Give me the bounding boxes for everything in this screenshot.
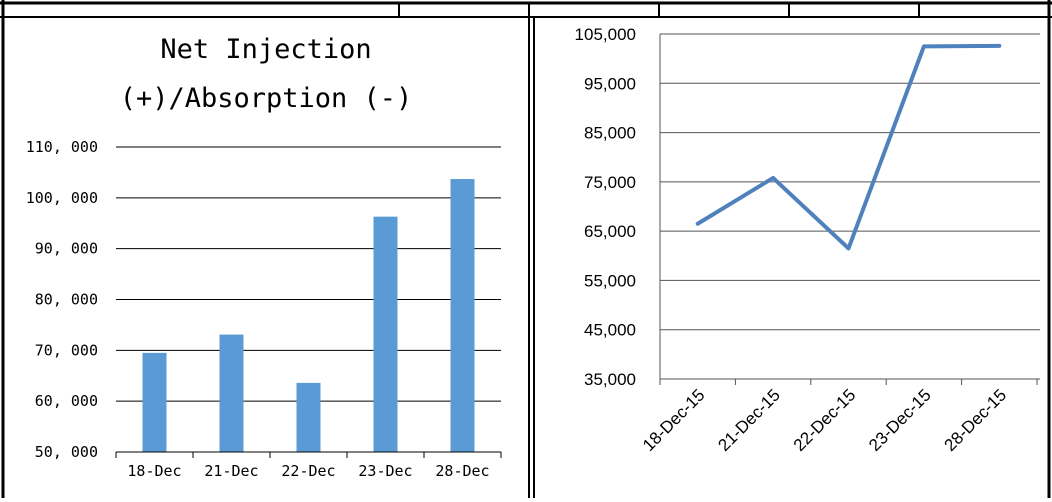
- bar-chart-title-line-1: Net Injection: [160, 34, 371, 65]
- line-x-tick-label: 28-Dec-15: [941, 385, 1011, 455]
- bar: [373, 216, 398, 452]
- line-x-tick-label: 18-Dec-15: [639, 385, 709, 455]
- bar-x-tick-label: 21-Dec: [204, 462, 258, 480]
- line-x-tick-label: 22-Dec-15: [790, 385, 860, 455]
- bar: [219, 334, 244, 452]
- line-series: [695, 43, 1002, 251]
- bar-x-tick-label: 28-Dec: [435, 462, 489, 480]
- bar-chart: 50, 000 60, 000 70, 000 80, 000 90, 000 100, …: [26, 138, 502, 480]
- line-y-tick-label: 45,000: [584, 321, 636, 340]
- bar-x-tick-label: 22-Dec: [281, 462, 335, 480]
- line-chart: 35,000 45,000 55,000 65,000 75,000 85,000 95,0…: [575, 25, 1040, 455]
- bar-x-tick-label: 18-Dec: [127, 462, 181, 480]
- line-y-tick-label: 105,000: [575, 25, 636, 44]
- bar-y-tick-label: 80, 000: [35, 291, 98, 309]
- bar: [296, 382, 321, 452]
- bar-y-tick-label: 100, 000: [26, 189, 98, 207]
- bar-y-tick-label: 50, 000: [35, 443, 98, 461]
- line-y-tick-label: 95,000: [584, 74, 636, 93]
- line-y-tick-label: 85,000: [584, 124, 636, 143]
- bar-chart-title-line-2: (+)/Absorption (-): [120, 83, 413, 114]
- bar-y-tick-label: 70, 000: [35, 341, 98, 359]
- line-x-tick-label: 23-Dec-15: [865, 385, 935, 455]
- bar: [450, 179, 475, 452]
- bar-chart-title: Net Injection (+)/Absorption (-): [120, 34, 413, 114]
- line-y-tick-label: 55,000: [584, 271, 636, 290]
- bar-y-tick-label: 110, 000: [26, 138, 98, 156]
- bar-y-tick-label: 60, 000: [35, 392, 98, 410]
- line-y-tick-label: 75,000: [584, 173, 636, 192]
- bar: [142, 352, 167, 452]
- line-y-tick-label: 65,000: [584, 222, 636, 241]
- line-y-tick-label: 35,000: [584, 370, 636, 389]
- bar-x-tick-label: 23-Dec: [358, 462, 412, 480]
- line-x-tick-label: 21-Dec-15: [714, 385, 784, 455]
- bar-y-tick-label: 90, 000: [35, 240, 98, 258]
